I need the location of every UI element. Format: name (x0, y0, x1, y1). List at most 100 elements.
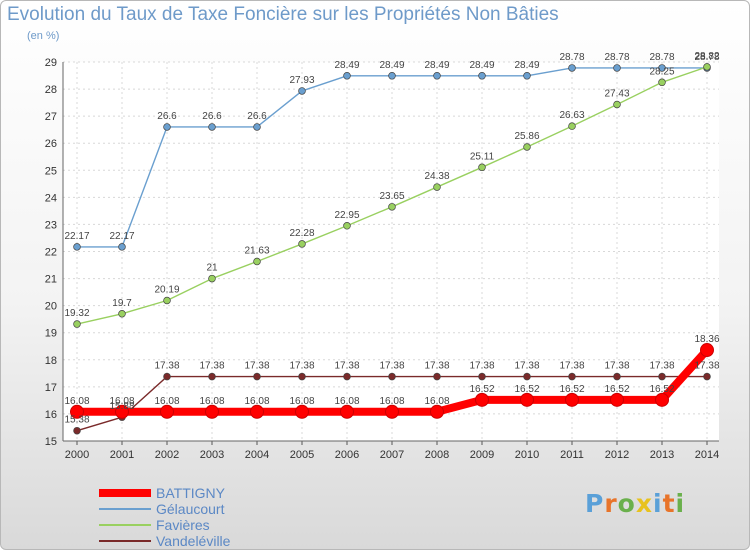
data-label: 28.78 (694, 52, 719, 63)
data-label: 16.08 (244, 396, 269, 407)
data-label: 16.52 (514, 384, 539, 395)
data-point (613, 100, 621, 109)
data-point (70, 404, 84, 419)
data-label: 27.93 (289, 75, 314, 86)
data-point (208, 274, 216, 283)
data-label: 16.52 (649, 384, 674, 395)
data-point (208, 123, 216, 131)
data-point (298, 240, 306, 248)
data-label: 20.19 (154, 284, 179, 295)
data-label: 16.08 (424, 396, 449, 407)
y-tick-label: 23 (45, 219, 57, 231)
y-tick-label: 16 (45, 409, 57, 421)
logo-letter: i (653, 489, 663, 518)
legend-swatch (99, 489, 151, 497)
data-point (343, 372, 351, 381)
y-tick-label: 29 (45, 57, 57, 69)
x-tick-label: 2003 (200, 449, 224, 461)
data-point (478, 372, 486, 381)
data-label: 17.38 (559, 361, 584, 372)
data-label: 16.52 (469, 384, 494, 395)
x-tick-label: 2006 (335, 449, 359, 461)
data-label: 24.38 (424, 171, 449, 182)
data-label: 26.63 (559, 110, 584, 121)
data-point (658, 372, 666, 381)
data-label: 16.52 (604, 384, 629, 395)
data-point (478, 72, 486, 80)
data-point (433, 372, 441, 381)
data-label: 25.11 (470, 151, 495, 162)
data-point (253, 372, 261, 381)
logo-letter: P (585, 489, 605, 518)
data-label: 17.38 (514, 361, 539, 372)
data-point (73, 426, 81, 435)
data-label: 26.6 (157, 111, 177, 122)
data-label: 28.78 (559, 52, 584, 63)
y-tick-label: 25 (45, 165, 57, 177)
data-label: 21.63 (244, 246, 269, 257)
data-label: 28.49 (334, 60, 359, 71)
x-tick-label: 2007 (380, 449, 404, 461)
data-label: 23.65 (379, 191, 404, 202)
y-tick-label: 18 (45, 355, 57, 367)
data-label: 28.49 (514, 60, 539, 71)
data-label: 17.38 (649, 361, 674, 372)
x-tick-label: 2011 (560, 449, 584, 461)
data-point (388, 72, 396, 80)
data-label: 17.38 (694, 361, 719, 372)
data-label: 15.88 (109, 401, 134, 412)
proxiti-logo: Proxiti (585, 489, 685, 518)
data-label: 17.38 (289, 361, 314, 372)
data-point (73, 243, 81, 251)
data-point (208, 372, 216, 381)
data-label: 19.32 (64, 308, 89, 319)
data-label: 28.49 (379, 60, 404, 71)
legend-swatch (99, 524, 151, 526)
data-point (478, 163, 486, 172)
data-point (115, 404, 129, 419)
data-label: 16.08 (154, 396, 179, 407)
legend-swatch (99, 508, 151, 510)
data-label: 17.38 (154, 361, 179, 372)
data-point (520, 392, 534, 407)
data-point (568, 64, 576, 72)
data-point (253, 123, 261, 131)
data-point (298, 87, 306, 95)
logo-letter: i (675, 489, 686, 518)
data-point (658, 64, 666, 72)
data-point (343, 222, 351, 230)
data-point (655, 392, 669, 407)
data-label: 17.38 (244, 361, 269, 372)
data-point (163, 372, 171, 381)
data-point (388, 372, 396, 381)
data-point (205, 404, 219, 419)
data-point (253, 257, 261, 266)
data-point (565, 392, 579, 407)
data-label: 16.08 (379, 396, 404, 407)
y-unit-label: (en %) (27, 30, 60, 42)
data-label: 22.17 (64, 231, 89, 242)
data-point (568, 122, 576, 130)
y-tick-label: 27 (45, 111, 57, 123)
data-point (613, 64, 621, 72)
data-point (523, 72, 531, 80)
data-label: 18.36 (694, 334, 719, 345)
data-label: 25.86 (514, 131, 539, 142)
data-point (703, 372, 711, 381)
data-label: 15.38 (64, 415, 89, 426)
y-tick-label: 21 (45, 274, 57, 286)
data-label: 26.6 (202, 111, 222, 122)
data-point (163, 296, 171, 305)
data-point (340, 404, 354, 419)
x-tick-label: 2012 (605, 449, 629, 461)
data-point (250, 404, 264, 419)
data-point (160, 404, 174, 419)
x-tick-label: 2008 (425, 449, 449, 461)
data-label: 17.38 (379, 361, 404, 372)
y-tick-label: 22 (45, 247, 57, 259)
legend-label: Vandeléville (156, 533, 231, 549)
data-label: 19.7 (112, 298, 132, 309)
data-label: 16.08 (289, 396, 314, 407)
